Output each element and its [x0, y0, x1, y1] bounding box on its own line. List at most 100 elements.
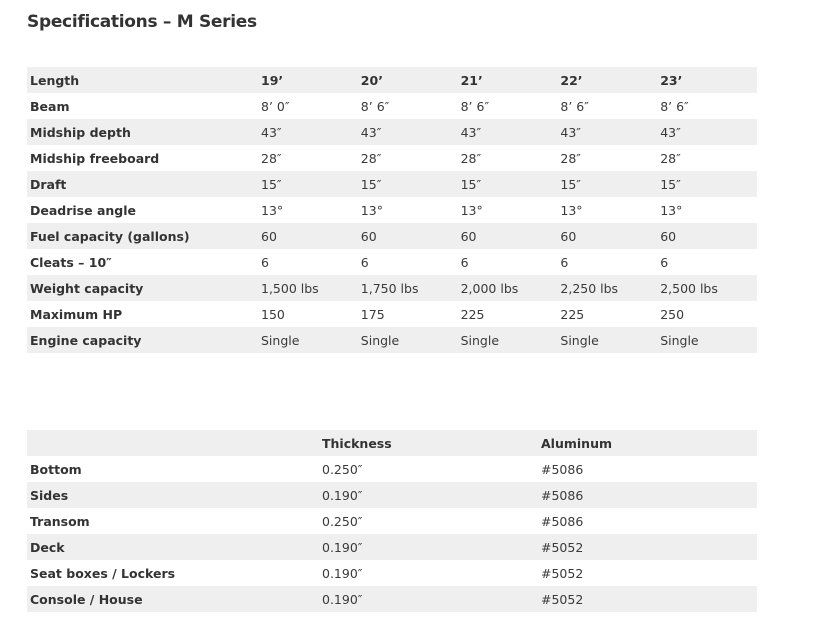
column-header [27, 430, 319, 456]
table-row: Draft 15″ 15″ 15″ 15″ 15″ [27, 171, 757, 197]
row-label: Maximum HP [30, 306, 123, 322]
table-cell: 28″ [660, 150, 681, 166]
table-cell: 0.190″ [319, 534, 538, 560]
table-cell: 0.190″ [322, 565, 363, 581]
table-cell: 6 [261, 254, 269, 270]
table-row: Transom 0.250″ #5086 [27, 508, 757, 534]
row-label: Weight capacity [27, 275, 258, 301]
column-header: 19’ [258, 67, 358, 93]
table-cell: 28″ [261, 150, 282, 166]
table-row: Seat boxes / Lockers 0.190″ #5052 [27, 560, 757, 586]
table-cell: 60 [357, 223, 458, 249]
materials-table: Thickness Aluminum Bottom 0.250″ #5086 Sides 0… [27, 430, 757, 612]
column-header: 22’ [557, 67, 658, 93]
table-cell: 225 [460, 306, 485, 322]
table-cell: 175 [360, 306, 385, 322]
table-cell: 43″ [258, 119, 358, 145]
table-cell: 60 [457, 223, 558, 249]
table-cell: 6 [360, 254, 369, 270]
table-cell: 60 [657, 223, 757, 249]
table-cell: #5052 [541, 565, 584, 581]
row-label: Fuel capacity (gallons) [27, 223, 258, 249]
table-row: Fuel capacity (gallons) 60 60 60 60 60 [27, 223, 757, 249]
row-label: Transom [30, 513, 90, 529]
row-label: Draft [27, 171, 258, 197]
table-cell: 2,500 lbs [657, 275, 757, 301]
table-row: Midship freeboard 28″ 28″ 28″ 28″ 28″ [27, 145, 757, 171]
table-cell: 0.190″ [319, 482, 538, 508]
row-label: Console / House [27, 586, 319, 612]
table-cell: 6 [660, 254, 669, 270]
table-cell: #5086 [541, 513, 584, 529]
table-cell: Single [657, 327, 757, 353]
table-cell: 60 [258, 223, 358, 249]
table-cell: 0.250″ [322, 461, 363, 477]
table-cell: 13° [460, 202, 483, 218]
table-row: Beam 8’ 0″ 8’ 6″ 8’ 6″ 8’ 6″ 8’ 6″ [27, 93, 757, 119]
table-cell: 13° [360, 202, 383, 218]
table-cell: 8’ 0″ [261, 98, 290, 114]
row-label: Cleats – 10″ [30, 254, 112, 270]
table-row: Deck 0.190″ #5052 [27, 534, 757, 560]
table-row: Sides 0.190″ #5086 [27, 482, 757, 508]
table-cell: Single [258, 327, 358, 353]
table-cell: 43″ [457, 119, 558, 145]
table-row: Maximum HP 150 175 225 225 250 [27, 301, 757, 327]
table-cell: 150 [261, 306, 285, 322]
table-cell: 60 [557, 223, 658, 249]
table-cell: 13° [660, 202, 683, 218]
table-cell: 8’ 6″ [660, 98, 689, 114]
table-cell: 15″ [557, 171, 658, 197]
table-cell: 8’ 6″ [460, 98, 490, 114]
table-row: Bottom 0.250″ #5086 [27, 456, 757, 482]
table-cell: 250 [660, 306, 685, 322]
specifications-table: Length 19’ 20’ 21’ 22’ 23’ Beam 8’ 0″ 8’ 6″ 8’ 6″… [27, 67, 757, 353]
table-cell: 43″ [557, 119, 658, 145]
table-row: Cleats – 10″ 6 6 6 6 6 [27, 249, 757, 275]
table-cell: 43″ [657, 119, 757, 145]
table-cell: 15″ [457, 171, 558, 197]
table-cell: 8’ 6″ [560, 98, 589, 114]
row-label: Engine capacity [27, 327, 258, 353]
column-header: 20’ [357, 67, 458, 93]
row-label: Deck [27, 534, 319, 560]
table-cell: 43″ [357, 119, 458, 145]
row-label: Sides [27, 482, 319, 508]
table-cell: Single [457, 327, 558, 353]
table-row: Deadrise angle 13° 13° 13° 13° 13° [27, 197, 757, 223]
column-header: Thickness [319, 430, 538, 456]
table-cell: 13° [560, 202, 583, 218]
table-cell: 15″ [357, 171, 458, 197]
table-cell: #5086 [541, 461, 584, 477]
row-label: Bottom [30, 461, 82, 477]
table-cell: 0.190″ [319, 586, 538, 612]
column-header: 23’ [657, 67, 757, 93]
table-cell: Single [357, 327, 458, 353]
table-cell: Single [557, 327, 658, 353]
table-row: Weight capacity 1,500 lbs 1,750 lbs 2,000 l… [27, 275, 757, 301]
page-title: Specifications – M Series [27, 12, 257, 32]
table-row: Midship depth 43″ 43″ 43″ 43″ 43″ [27, 119, 757, 145]
table-cell: 8’ 6″ [360, 98, 390, 114]
table-cell: 1,750 lbs [357, 275, 458, 301]
table-cell: 6 [560, 254, 569, 270]
table-cell: #5052 [538, 586, 757, 612]
table-header-row: Length 19’ 20’ 21’ 22’ 23’ [27, 67, 757, 93]
table-header-row: Thickness Aluminum [27, 430, 757, 456]
row-label: Midship freeboard [30, 150, 160, 166]
table-cell: 6 [460, 254, 469, 270]
row-label: Length [27, 67, 258, 93]
row-label: Midship depth [27, 119, 258, 145]
table-cell: 13° [261, 202, 284, 218]
table-cell: 15″ [258, 171, 358, 197]
column-header: Aluminum [538, 430, 757, 456]
table-cell: 15″ [657, 171, 757, 197]
table-cell: 2,250 lbs [557, 275, 658, 301]
table-cell: 28″ [460, 150, 482, 166]
table-cell: #5052 [538, 534, 757, 560]
table-row: Console / House 0.190″ #5052 [27, 586, 757, 612]
table-cell: 28″ [560, 150, 581, 166]
table-cell: 0.250″ [322, 513, 363, 529]
table-row: Engine capacity Single Single Single Single S… [27, 327, 757, 353]
table-cell: #5086 [538, 482, 757, 508]
